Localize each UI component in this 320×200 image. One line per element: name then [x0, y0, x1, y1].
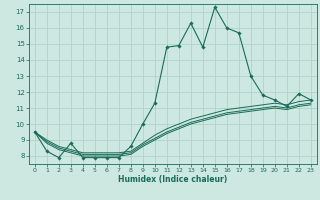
X-axis label: Humidex (Indice chaleur): Humidex (Indice chaleur) — [118, 175, 228, 184]
